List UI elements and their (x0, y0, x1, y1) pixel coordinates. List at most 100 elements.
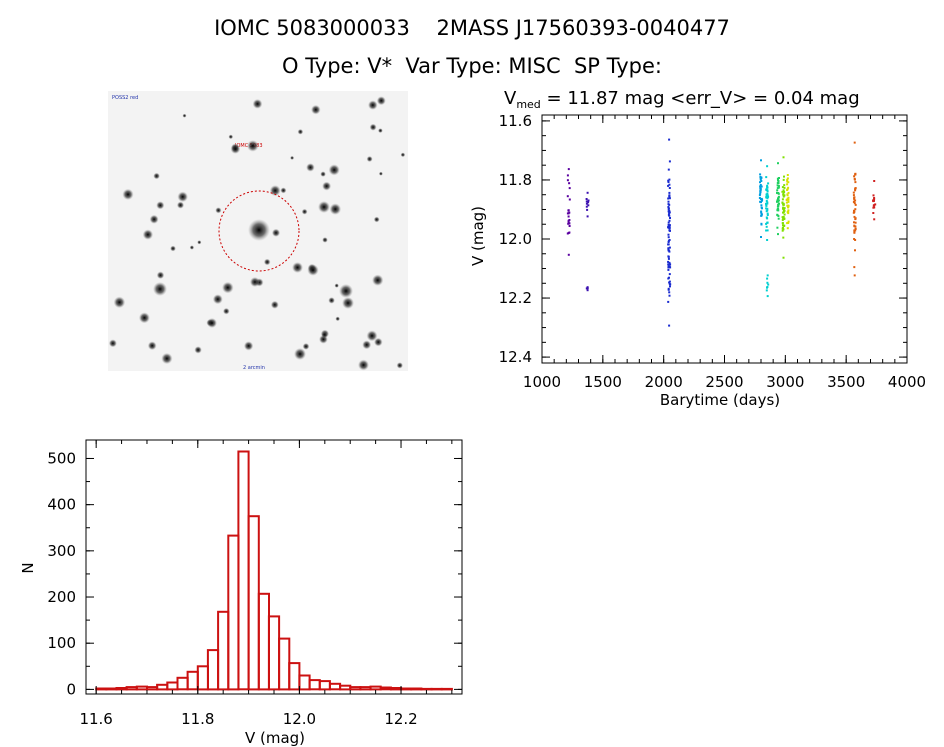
data-point (783, 207, 786, 210)
x-tick-label: 4000 (888, 373, 926, 391)
data-point (667, 200, 670, 203)
data-point (766, 186, 769, 189)
field-star (319, 334, 328, 344)
data-point (668, 178, 671, 181)
data-point (668, 187, 671, 189)
field-star (156, 271, 165, 279)
histogram-bar (379, 686, 392, 691)
data-point (667, 207, 670, 210)
data-point (786, 174, 789, 176)
data-point (766, 189, 769, 192)
data-point (668, 160, 671, 163)
data-point (786, 222, 789, 225)
data-point (668, 226, 670, 229)
bright-star (207, 318, 217, 328)
y-tick-label: 11.8 (499, 171, 532, 189)
data-point (760, 200, 762, 203)
data-point (761, 199, 763, 202)
data-point (766, 281, 769, 284)
data-point (782, 203, 785, 206)
data-point (667, 263, 670, 266)
data-point (781, 201, 784, 204)
data-point (854, 187, 857, 190)
data-point (765, 194, 768, 197)
data-point (667, 226, 670, 228)
data-point (667, 265, 670, 268)
data-point (765, 193, 768, 196)
data-point (567, 222, 570, 225)
data-point (786, 198, 789, 201)
data-point (872, 194, 875, 197)
data-point (782, 215, 785, 218)
data-point (781, 227, 784, 230)
data-point (759, 177, 762, 180)
data-point (781, 190, 784, 193)
hist-y-tick-label: 400 (47, 496, 76, 514)
field-star (252, 99, 263, 109)
data-point (783, 218, 786, 220)
data-point (852, 191, 855, 194)
data-point (667, 249, 670, 252)
histogram-bar (125, 686, 138, 691)
data-point (668, 250, 671, 253)
histogram-bar (339, 684, 352, 691)
data-point (786, 204, 789, 207)
data-point (786, 178, 789, 181)
data-point (852, 200, 855, 203)
data-point (667, 223, 670, 226)
data-point (776, 214, 779, 217)
data-point (765, 200, 768, 202)
field-star (301, 208, 308, 215)
data-point (782, 217, 785, 220)
data-point (766, 193, 769, 196)
data-point (776, 205, 779, 208)
data-point (776, 184, 779, 187)
data-point (760, 180, 763, 182)
data-point (568, 198, 571, 201)
data-point (668, 214, 671, 217)
data-point (777, 179, 779, 182)
data-point (668, 276, 670, 279)
title-v: V (504, 88, 517, 109)
data-point (766, 207, 769, 210)
x-tick-label: 3500 (827, 373, 865, 391)
field-star (108, 339, 117, 348)
data-point (783, 194, 786, 197)
data-point (873, 206, 876, 209)
histogram-bar (298, 674, 311, 691)
data-point (760, 222, 763, 225)
sky-image-stamp: POSS2 red IOMC 5083 2 arcmin (108, 91, 408, 371)
data-point (786, 197, 789, 200)
histogram-bar (237, 450, 250, 691)
field-star (362, 340, 372, 350)
data-point (853, 224, 856, 227)
data-point (667, 179, 670, 182)
data-point (777, 182, 780, 184)
data-point (767, 182, 770, 185)
data-point (782, 203, 785, 206)
bright-star (153, 282, 167, 296)
x-tick-label: 3000 (766, 373, 804, 391)
data-point (786, 211, 789, 214)
histogram-bar (318, 680, 331, 691)
field-star (280, 187, 287, 194)
data-point (854, 229, 857, 232)
data-point (766, 209, 769, 212)
data-point (776, 192, 779, 195)
data-point (873, 204, 876, 207)
data-point (566, 195, 569, 198)
data-point (853, 200, 856, 203)
data-point (567, 209, 570, 212)
field-star (170, 245, 176, 252)
data-point (667, 213, 670, 216)
histogram-bar (186, 670, 199, 691)
data-point (766, 212, 769, 215)
field-star (322, 237, 328, 243)
data-point (667, 249, 670, 252)
data-point (669, 266, 672, 269)
bright-star (294, 348, 306, 360)
data-point (766, 186, 769, 189)
data-point (852, 211, 855, 214)
field-star (222, 281, 234, 294)
data-point (758, 197, 761, 199)
